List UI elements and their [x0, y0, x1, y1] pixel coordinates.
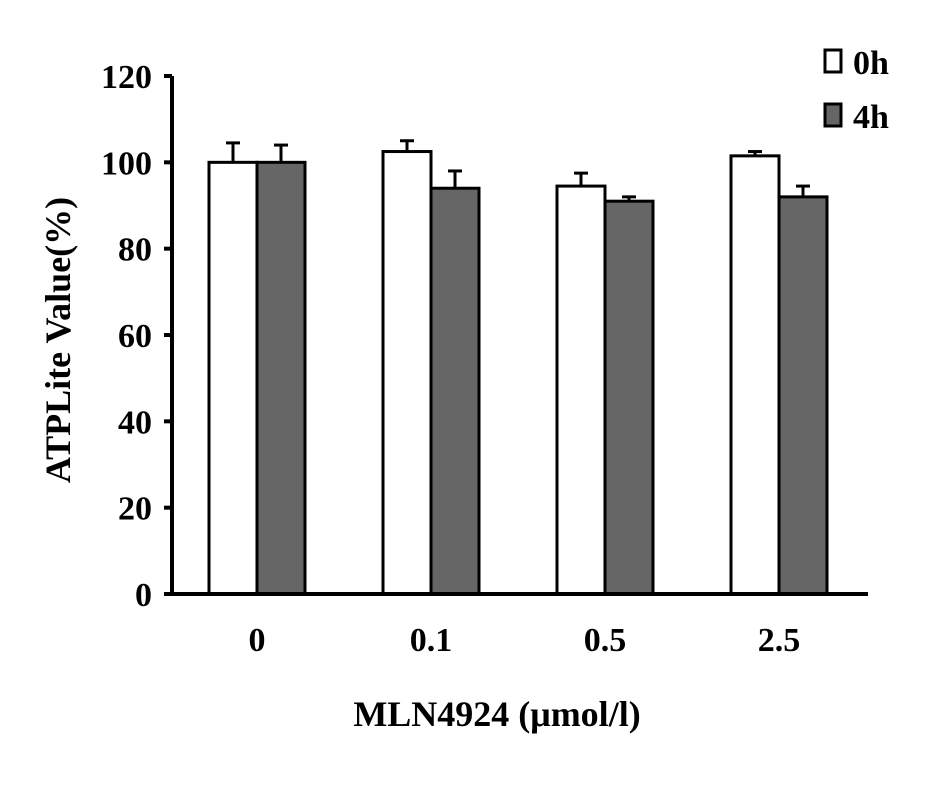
- bar-4h-0: [255, 160, 307, 596]
- y-tick-label-40: 40: [118, 404, 152, 441]
- bar-4h-0.5: [603, 199, 655, 596]
- bar-0h-0.1: [381, 150, 433, 596]
- y-tick-label-120: 120: [101, 59, 152, 96]
- bar-0h-0.5: [555, 184, 607, 596]
- axes-layer: [164, 74, 868, 596]
- y-tick-label-60: 60: [118, 318, 152, 355]
- x-tick-label-0.5: 0.5: [584, 622, 627, 659]
- y-tick-label-80: 80: [118, 232, 152, 269]
- legend-swatch-0h: [823, 48, 843, 74]
- legend: 0h 4h: [823, 45, 889, 136]
- y-axis-title: ATPLite Value(%): [38, 197, 78, 483]
- x-tick-label-2.5: 2.5: [758, 622, 801, 659]
- bar-0h-0: [207, 160, 259, 596]
- bar-0h-2.5: [729, 154, 781, 596]
- x-axis-title: MLN4924 (μmol/l): [353, 694, 640, 734]
- bar-4h-2.5: [777, 195, 829, 596]
- x-tick-label-0.1: 0.1: [410, 622, 453, 659]
- x-tick-label-0: 0: [249, 622, 266, 659]
- legend-label-0h: 0h: [853, 45, 889, 82]
- y-tick-label-100: 100: [101, 145, 152, 182]
- legend-label-4h: 4h: [853, 99, 889, 136]
- legend-swatch-4h: [823, 102, 843, 128]
- bars-layer: [207, 150, 829, 596]
- y-tick-label-20: 20: [118, 491, 152, 528]
- error-bars-layer: [226, 139, 810, 202]
- labels-layer: ATPLite Value(%) MLN4924 (μmol/l) 0 0.1 0.…: [38, 59, 800, 734]
- y-tick-label-0: 0: [135, 577, 152, 614]
- bar-4h-0.1: [429, 186, 481, 596]
